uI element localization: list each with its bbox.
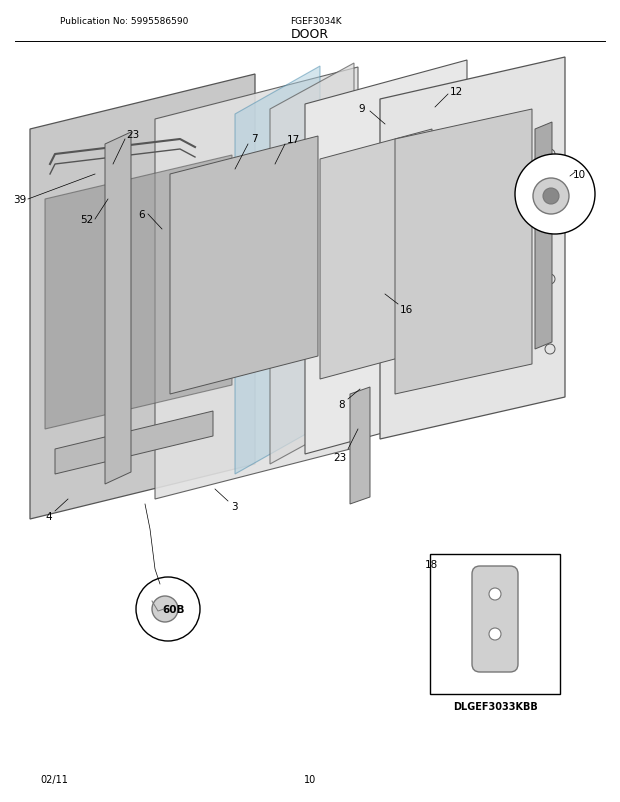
Polygon shape: [535, 123, 552, 350]
Text: 10: 10: [573, 170, 586, 180]
Text: 02/11: 02/11: [40, 774, 68, 784]
Text: 8: 8: [339, 399, 345, 410]
Text: FGEF3034K: FGEF3034K: [290, 18, 342, 26]
FancyBboxPatch shape: [430, 554, 560, 695]
Circle shape: [515, 155, 595, 235]
Polygon shape: [350, 387, 370, 504]
Circle shape: [489, 628, 501, 640]
Text: 3: 3: [231, 501, 237, 512]
Text: 60B: 60B: [162, 604, 185, 614]
Circle shape: [136, 577, 200, 642]
Circle shape: [152, 596, 178, 622]
FancyBboxPatch shape: [472, 566, 518, 672]
Text: Publication No: 5995586590: Publication No: 5995586590: [60, 18, 188, 26]
Polygon shape: [45, 156, 232, 429]
Text: 12: 12: [450, 87, 463, 97]
Text: 7: 7: [250, 134, 257, 144]
Polygon shape: [55, 411, 213, 475]
Polygon shape: [235, 67, 320, 475]
Text: 52: 52: [81, 215, 94, 225]
Text: 16: 16: [399, 305, 413, 314]
Text: 23: 23: [334, 452, 347, 463]
Text: 17: 17: [286, 135, 299, 145]
Circle shape: [489, 588, 501, 600]
Text: DOOR: DOOR: [291, 28, 329, 42]
Polygon shape: [395, 110, 532, 395]
Text: 39: 39: [14, 195, 27, 205]
Text: DLGEF3033KBB: DLGEF3033KBB: [453, 701, 538, 711]
Polygon shape: [30, 75, 255, 520]
Text: 4: 4: [46, 512, 52, 521]
Circle shape: [543, 188, 559, 205]
Text: 10: 10: [304, 774, 316, 784]
Text: 6: 6: [139, 210, 145, 220]
Polygon shape: [105, 133, 131, 484]
Text: 9: 9: [359, 104, 365, 114]
Polygon shape: [270, 64, 354, 464]
Polygon shape: [170, 137, 318, 395]
Text: 18: 18: [425, 559, 438, 569]
Polygon shape: [305, 61, 467, 455]
Text: 23: 23: [126, 130, 140, 140]
Polygon shape: [320, 130, 432, 379]
Polygon shape: [155, 68, 358, 500]
Circle shape: [533, 179, 569, 215]
Polygon shape: [380, 58, 565, 439]
